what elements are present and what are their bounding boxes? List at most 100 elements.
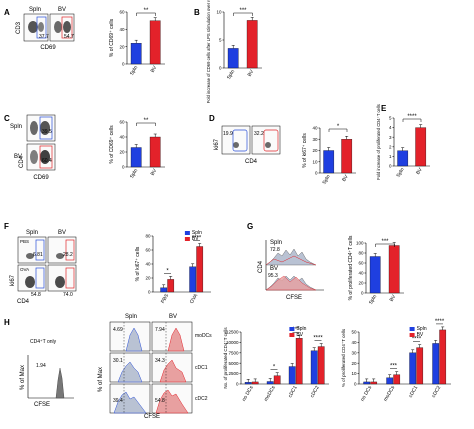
chart-c: 0 20 40 60 % of CD69⁺ cells Spln BV **	[109, 118, 165, 180]
legend-label: Spln	[296, 326, 306, 332]
flow-d-ylabel: ki67	[214, 138, 220, 150]
hist-g-row-spln: Spln	[270, 240, 282, 246]
x-tick-label: BV	[341, 173, 350, 182]
y-tick-label: 40	[119, 135, 125, 140]
y-tick-label: 0	[122, 165, 125, 170]
histogram-g-bv	[265, 275, 317, 291]
significance-label: ****	[192, 236, 202, 242]
flow-f-value-2: 28.2	[63, 252, 73, 258]
y-tick-label: 3	[389, 135, 392, 140]
y-tick-label: 80	[358, 251, 364, 256]
y-tick-label: 30	[312, 137, 318, 142]
significance-label: ****	[313, 336, 323, 342]
histogram-grid-h	[109, 321, 193, 414]
bar	[397, 150, 409, 167]
hist-h-moDCs-bv: 7.94	[155, 327, 165, 333]
hist-h-col-bv: BV	[169, 314, 177, 320]
y-tick-label: 80	[145, 234, 151, 239]
hist-h-cDC2-bv: 54.8	[155, 398, 165, 404]
flow-f-value-4: 74.0	[63, 292, 73, 298]
significance-label: ***	[381, 239, 389, 245]
y-tick-label: 20	[351, 361, 357, 366]
bar	[196, 246, 204, 293]
hist-g-ylabel: CD4	[258, 260, 264, 273]
chart-a: 0 20 40 60 % of CD69⁺ cells Spln BV **	[109, 8, 165, 77]
bar	[341, 139, 353, 174]
legend-swatch	[184, 231, 190, 235]
bar	[432, 343, 440, 385]
legend-swatch	[409, 327, 415, 331]
y-axis-label: % of ki67⁺ cells	[135, 246, 141, 281]
y-axis-label: Fold increase of proliferated CD4⁺T cell…	[376, 104, 381, 180]
flow-d-xlabel: CD4	[245, 159, 258, 165]
panel-label-e: E	[381, 104, 387, 113]
legend-label: BV	[192, 236, 199, 242]
x-tick-label: BV	[389, 293, 398, 302]
flow-a-xlabel: CD69	[40, 45, 56, 51]
bar	[295, 338, 303, 385]
flow-c-value-spln: 39.5	[42, 129, 52, 135]
flow-f-row-ova: OVA	[20, 267, 29, 272]
panel-label-c: C	[4, 114, 10, 123]
flow-f-xlabel: CD4	[17, 299, 30, 305]
hist-g-value-spln: 72.8	[270, 247, 280, 253]
panel-label-h: H	[4, 318, 10, 327]
y-tick-label: 5	[219, 38, 222, 43]
flow-f-col-bv: BV	[58, 230, 66, 236]
panel-label-d: D	[209, 114, 215, 123]
y-axis-label: % of ki67⁺ cells	[302, 133, 308, 168]
bar	[393, 374, 401, 385]
bar	[246, 20, 258, 69]
y-tick-label: 0	[219, 66, 222, 71]
y-tick-label: 0	[315, 171, 318, 176]
y-tick-label: 10	[312, 159, 318, 164]
y-axis-label: % of proliferated CD4⁺T cells	[348, 235, 354, 300]
y-axis-label: % of proliferated CD4⁺T cells	[341, 328, 346, 387]
y-tick-label: 0	[389, 164, 392, 169]
significance-bracket	[328, 128, 348, 132]
x-tick-label: BV	[247, 68, 256, 77]
y-tick-label: 40	[312, 126, 318, 131]
hist-h-cDC2-spln: 39.4	[113, 398, 123, 404]
bar	[227, 48, 239, 69]
y-tick-label: 40	[145, 262, 151, 267]
significance-label: *	[337, 124, 340, 130]
flow-plot-c-spln	[26, 114, 56, 142]
flow-plot-f-pbs-spln	[17, 236, 47, 264]
bar	[363, 381, 371, 385]
x-tick-label: no DCs	[360, 385, 374, 403]
bar	[416, 347, 424, 385]
flow-c-row-bv: BV	[14, 154, 22, 160]
panel-label-a: A	[4, 8, 10, 17]
chart-d: 0 10 20 30 40 % of ki67⁺ cells Spln BV *	[302, 124, 356, 186]
y-tick-label: 0	[236, 382, 239, 387]
hist-h-grid-ylabel: % of Max	[98, 367, 104, 392]
chart-e: 0 1 2 3 4 5 Fold increase of proliferated CD4⁺…	[376, 104, 430, 180]
y-tick-label: 0	[361, 291, 364, 296]
significance-label: **	[144, 118, 149, 124]
significance-label: ***	[239, 8, 247, 14]
panel-label-g: G	[247, 222, 253, 231]
y-tick-label: 2	[389, 144, 392, 149]
hist-h-only-value: 1.94	[36, 363, 46, 369]
legend-label: BV	[296, 332, 303, 338]
x-tick-label: PBS	[160, 292, 171, 304]
x-tick-label: cDC1	[287, 385, 299, 399]
y-tick-label: 10000	[226, 340, 239, 345]
bar	[369, 256, 381, 294]
bar	[323, 150, 335, 174]
hist-h-row-moDCs: moDCs	[195, 333, 212, 339]
chart-h2: 0 10 20 30 40 50 % of proliferated CD4⁺T cells…	[341, 319, 451, 403]
chart-b: 0 5 10 Fold increase of CD69 cells after LP…	[206, 0, 262, 103]
y-tick-label: 20	[119, 44, 125, 49]
x-tick-label: BV	[150, 167, 159, 176]
x-tick-label: Spln	[368, 294, 378, 306]
y-tick-label: 5000	[228, 361, 239, 366]
y-tick-label: 40	[351, 340, 357, 345]
y-axis-label: % of CD69⁺ cells	[109, 125, 115, 164]
y-tick-label: 60	[119, 120, 125, 125]
x-tick-label: Spln	[226, 69, 236, 81]
y-tick-label: 0	[122, 62, 125, 67]
